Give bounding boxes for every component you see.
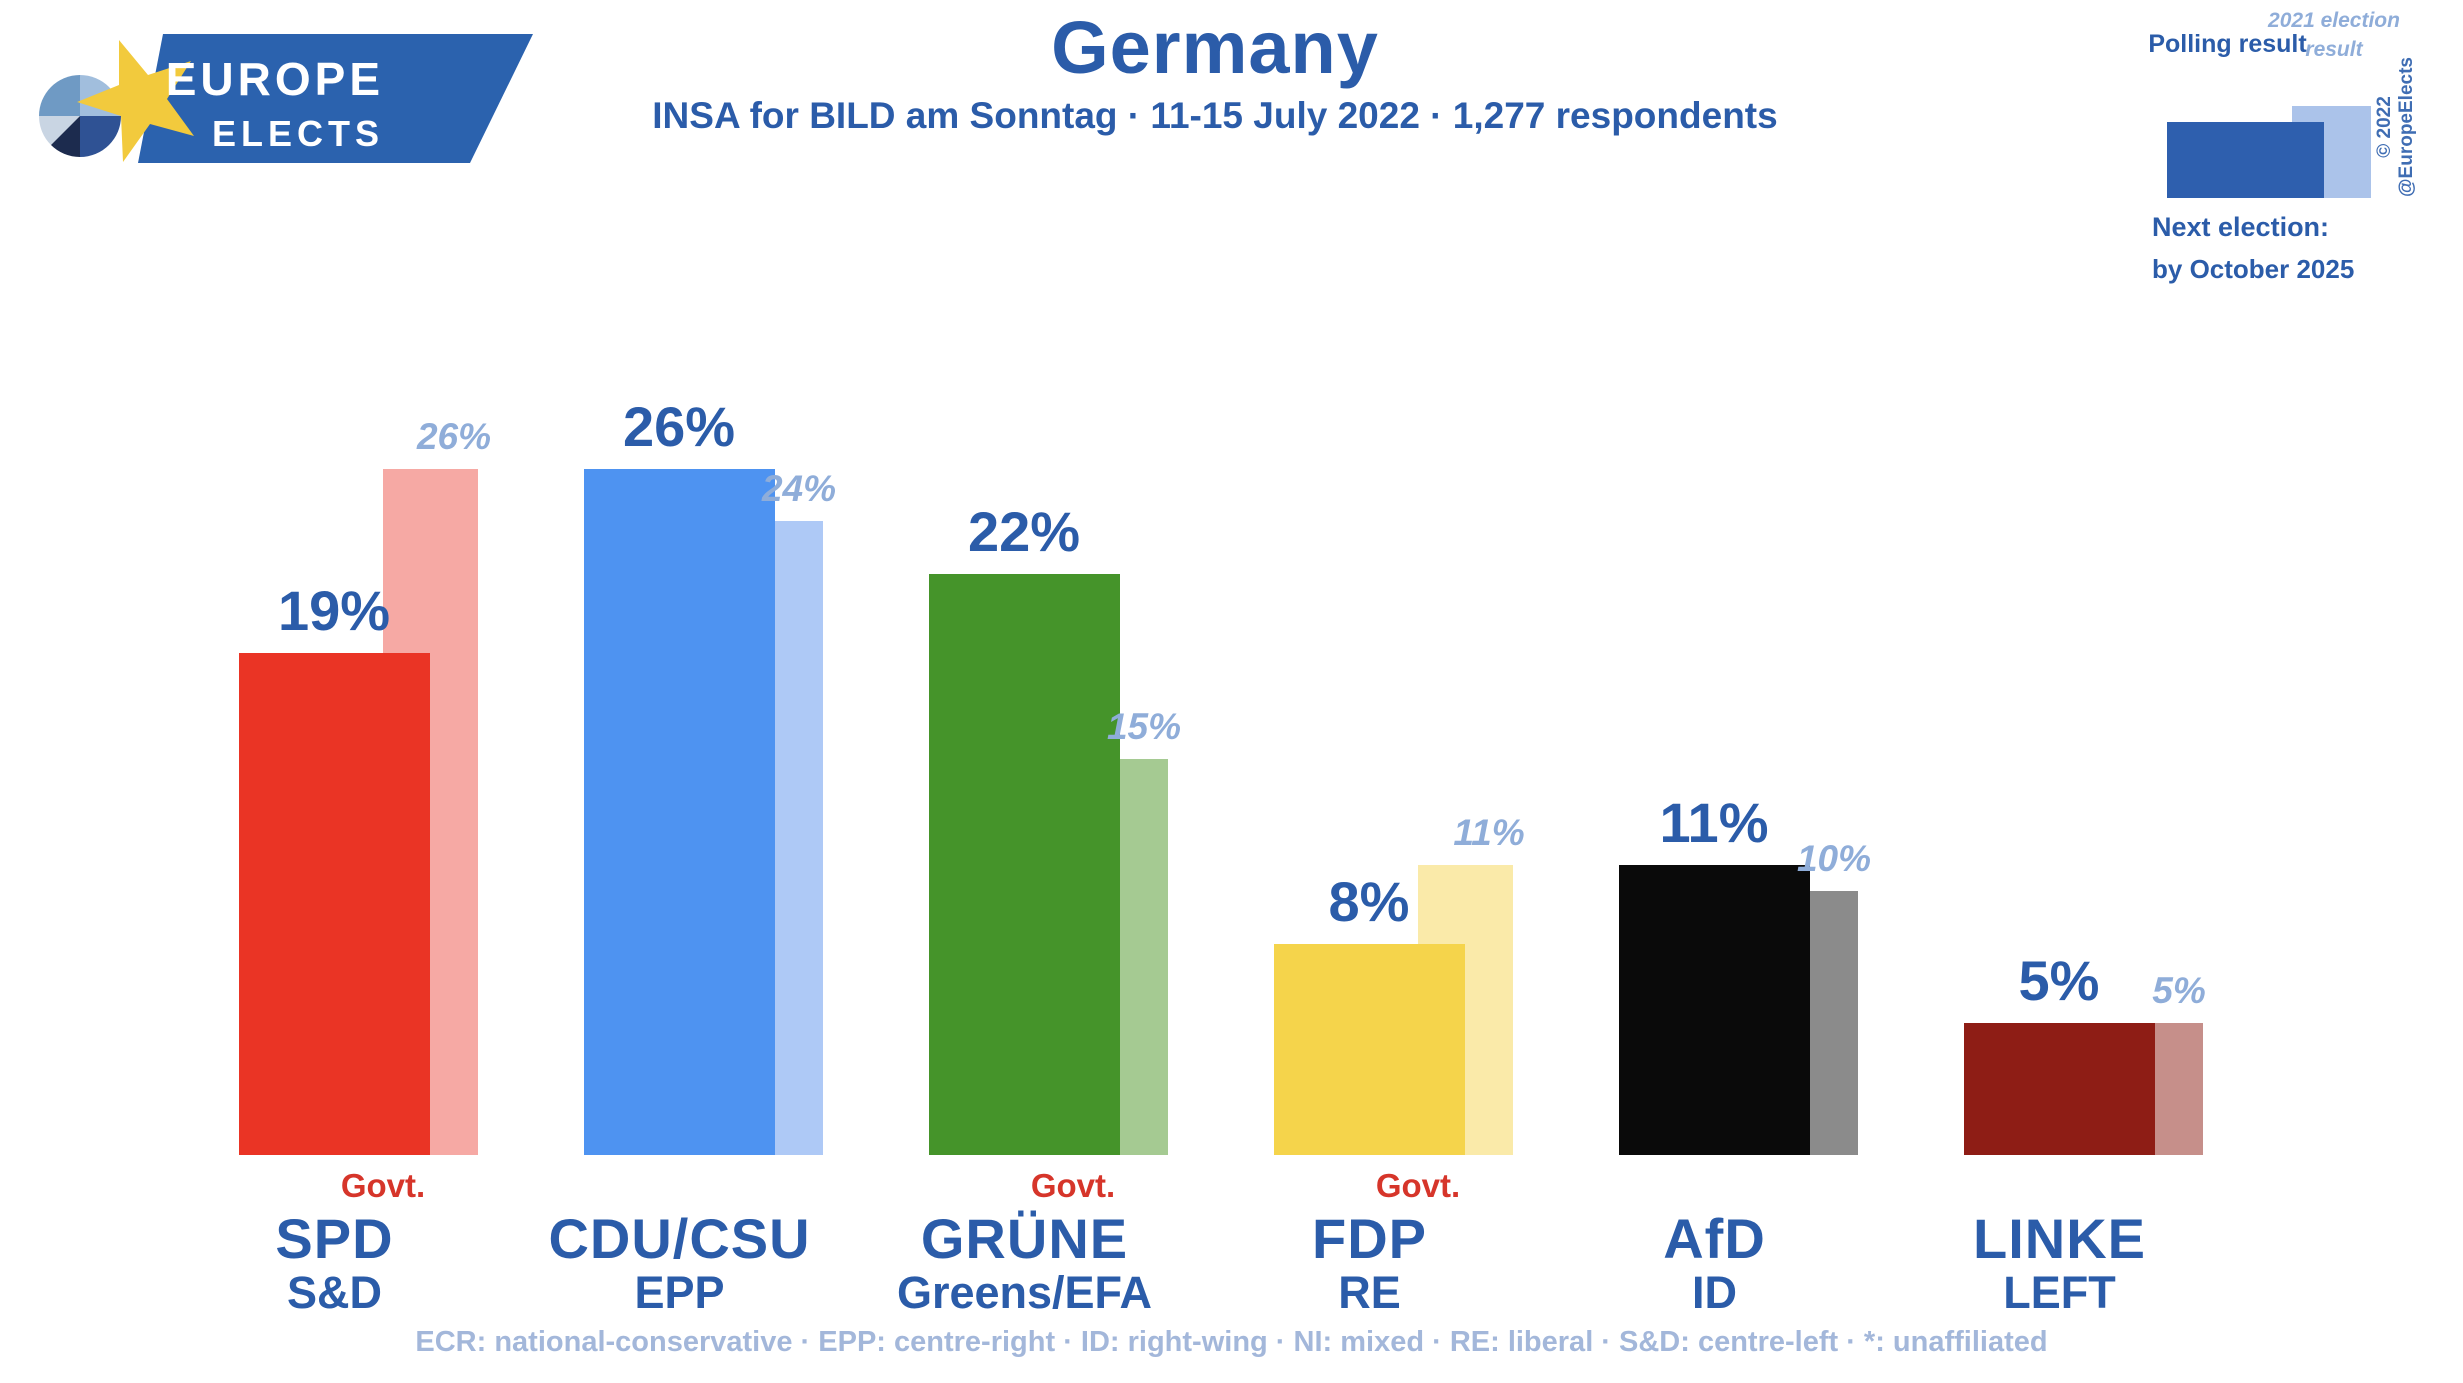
party-label-afd: AfD [1663, 1207, 1766, 1270]
polling-value-spd: 19% [277, 579, 391, 643]
party-label-linke: LINKE [1973, 1207, 2146, 1270]
eu-group-label-linke: LEFT [2003, 1267, 2116, 1318]
europe-elects-logo: EUROPE ELECTS [38, 34, 533, 163]
polling-bar-grune [929, 574, 1120, 1155]
party-label-fdp: FDP [1312, 1207, 1427, 1270]
polling-value-grune: 22% [967, 500, 1081, 564]
page-title: Germany [1051, 6, 1379, 89]
polling-value-fdp: 8% [1328, 869, 1410, 933]
election-value-spd: 26% [416, 415, 492, 457]
election-value-cducsu: 24% [761, 468, 837, 510]
poll-subtitle: INSA for BILD am Sonntag · 11-15 July 20… [652, 95, 1778, 136]
eu-group-label-cducsu: EPP [634, 1267, 725, 1318]
logo-star-icon [77, 40, 194, 162]
legend-polling-label: Polling result [2148, 30, 2307, 58]
polling-bar-afd [1619, 864, 1810, 1155]
polling-value-linke: 5% [2018, 949, 2100, 1012]
election-value-linke: 5% [2152, 970, 2206, 1011]
party-label-grune: GRÜNE [920, 1207, 1129, 1270]
eu-group-label-spd: S&D [286, 1267, 382, 1318]
logo-pie-chart-icon [38, 75, 121, 157]
legend-election-label: 2021 election result [2268, 9, 2400, 61]
next-election-value: by October 2025 [2152, 254, 2355, 284]
election-value-afd: 10% [1796, 838, 1872, 879]
copyright-text: © 2022 @EuropeElects [2374, 57, 2417, 197]
legend-polling-swatch [2167, 122, 2324, 198]
polling-bar-linke [1964, 1023, 2155, 1155]
logo-text-europe: EUROPE [166, 53, 384, 105]
logo-text-elects: ELECTS [212, 113, 384, 154]
polling-bar-spd [239, 653, 430, 1155]
party-label-cducsu: CDU/CSU [548, 1207, 811, 1270]
polling-bar-cducsu [584, 468, 775, 1155]
election-value-fdp: 11% [1453, 811, 1525, 853]
party-label-spd: SPD [275, 1207, 394, 1270]
govt-label-fdp: Govt. [1375, 1167, 1461, 1204]
polling-value-cducsu: 26% [622, 394, 736, 458]
next-election-label: Next election: [2152, 212, 2330, 242]
govt-label-spd: Govt. [340, 1167, 426, 1204]
eu-group-label-grune: Greens/EFA [896, 1267, 1153, 1318]
polling-bar-fdp [1274, 943, 1465, 1155]
eu-group-label-afd: ID [1692, 1267, 1737, 1318]
eu-group-label-fdp: RE [1338, 1267, 1401, 1318]
polling-value-afd: 11% [1659, 790, 1769, 854]
election-value-grune: 15% [1106, 706, 1182, 747]
govt-label-grune: Govt. [1030, 1167, 1116, 1204]
logo-banner [138, 34, 533, 163]
group-abbreviation-key: ECR: national-conservative · EPP: centre… [415, 1326, 2048, 1358]
